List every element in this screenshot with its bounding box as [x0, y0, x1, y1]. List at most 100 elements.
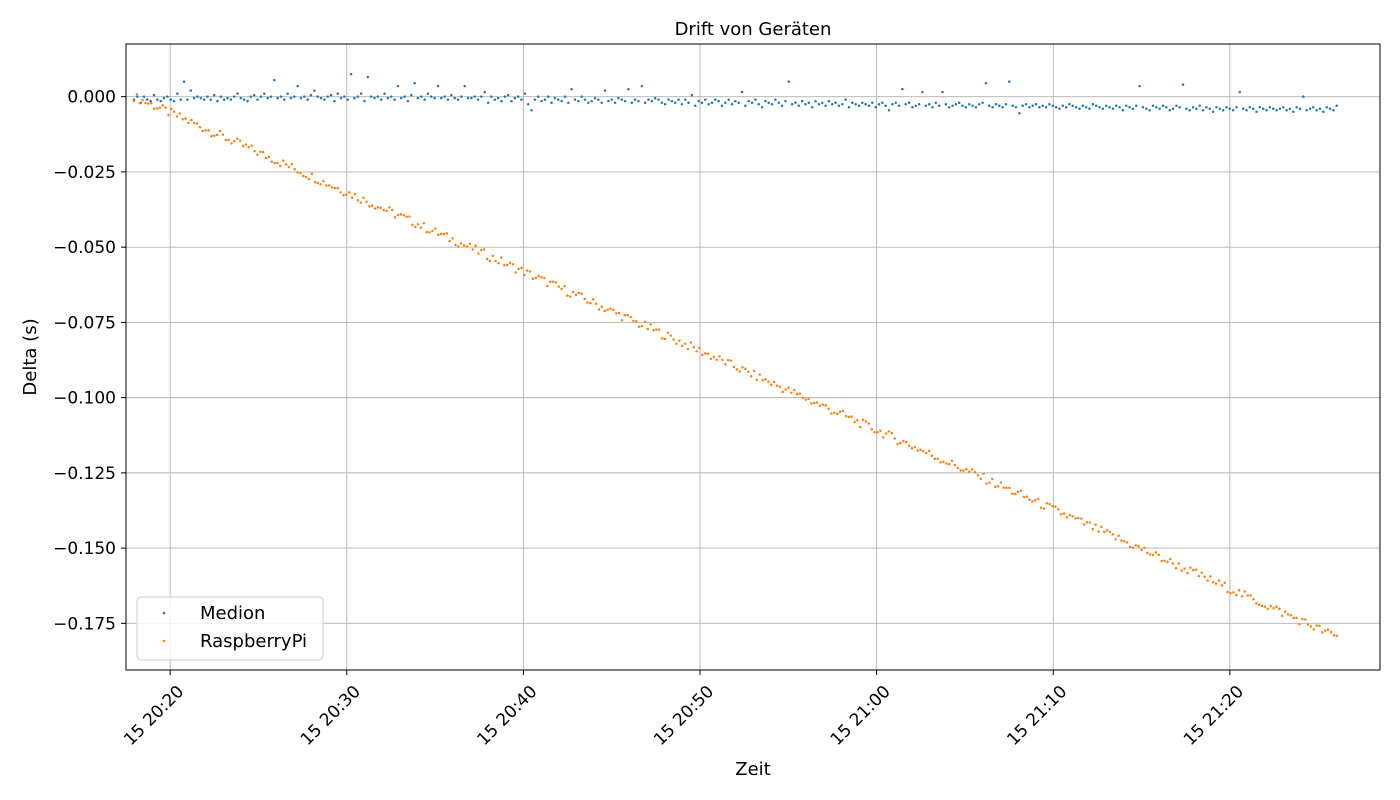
raspberrypi-point: [1022, 495, 1026, 499]
raspberrypi-point: [804, 398, 807, 401]
medion-point: [456, 98, 460, 101]
medion-point: [202, 98, 206, 101]
medion-point: [152, 93, 156, 97]
medion-point: [957, 101, 961, 104]
medion-point: [737, 101, 740, 104]
raspberrypi-point: [1315, 624, 1318, 627]
raspberrypi-point: [1094, 523, 1097, 526]
medion-point: [851, 101, 854, 104]
raspberrypi-point: [583, 297, 586, 301]
medion-point: [506, 93, 510, 97]
medion-point: [460, 95, 463, 98]
raspberrypi-point: [465, 245, 469, 248]
raspberrypi-point: [996, 485, 1000, 488]
raspberrypi-point: [1117, 534, 1120, 538]
medion-point: [673, 101, 677, 104]
medion-point: [1081, 104, 1085, 107]
raspberrypi-point: [1191, 568, 1195, 572]
medion-point: [670, 99, 674, 103]
axes: [125, 43, 1381, 671]
medion-point: [1048, 102, 1051, 106]
medion-point: [1188, 108, 1191, 112]
raspberrypi-point: [841, 409, 845, 413]
raspberrypi-point: [807, 397, 810, 401]
raspberrypi-point: [1008, 486, 1011, 490]
medion-point: [1121, 108, 1125, 112]
medion-point: [727, 98, 730, 101]
raspberrypi-point: [144, 101, 147, 105]
medion-point: [998, 104, 1001, 107]
raspberrypi-point: [715, 358, 718, 361]
medion-point: [617, 96, 620, 100]
raspberrypi-point: [1301, 617, 1304, 621]
medion-point: [1292, 110, 1295, 113]
raspberrypi-point: [551, 280, 555, 284]
raspberrypi-point: [721, 358, 724, 361]
medion-point: [1004, 102, 1008, 106]
medion-point: [166, 95, 169, 98]
raspberrypi-point: [422, 221, 426, 225]
raspberrypi-point: [1128, 545, 1132, 549]
raspberrypi-point: [445, 232, 449, 235]
medion-point: [637, 99, 640, 103]
medion-point: [520, 98, 523, 101]
medion-point: [393, 98, 396, 101]
medion-point: [1201, 108, 1205, 112]
raspberrypi-point: [600, 305, 604, 308]
medion-point: [924, 104, 928, 107]
raspberrypi-point: [261, 150, 265, 154]
raspberrypi-point: [1171, 562, 1175, 565]
medion-point: [420, 95, 423, 98]
medion-point: [1231, 108, 1235, 112]
raspberrypi-point: [876, 430, 879, 434]
medion-point: [740, 90, 744, 94]
raspberrypi-point: [339, 191, 342, 194]
medion-point: [1181, 83, 1185, 86]
raspberrypi-point: [525, 269, 529, 272]
raspberrypi-point: [838, 410, 842, 414]
raspberrypi-point: [213, 134, 216, 138]
medion-point: [299, 96, 303, 100]
medion-point: [273, 78, 276, 82]
medion-point: [683, 98, 687, 101]
raspberrypi-point: [436, 233, 440, 237]
medion-point: [239, 96, 243, 100]
raspberrypi-point: [290, 162, 294, 166]
raspberrypi-point: [577, 291, 581, 295]
raspberrypi-point: [388, 206, 391, 209]
medion-point: [944, 102, 948, 106]
medion-point: [917, 102, 921, 106]
medion-point: [1124, 104, 1128, 107]
raspberrypi-point: [1068, 513, 1072, 517]
raspberrypi-point: [296, 171, 299, 174]
medion-point: [232, 95, 236, 98]
raspberrypi-point: [563, 285, 566, 288]
medion-point: [717, 99, 720, 103]
raspberrypi-point: [658, 328, 661, 331]
raspberrypi-point: [158, 106, 162, 110]
raspberrypi-point: [1278, 607, 1281, 611]
raspberrypi-point: [1223, 581, 1227, 584]
medion-point: [496, 96, 500, 100]
medion-point: [379, 98, 383, 101]
raspberrypi-point: [617, 311, 621, 315]
raspberrypi-point: [267, 155, 271, 159]
raspberrypi-point: [646, 327, 650, 331]
raspberrypi-point: [749, 375, 753, 378]
raspberrypi-point: [1194, 568, 1198, 572]
medion-point: [346, 98, 350, 101]
medion-point: [914, 104, 918, 107]
series-medion-points: [132, 72, 1338, 115]
raspberrypi-point: [795, 392, 799, 396]
raspberrypi-point: [356, 198, 360, 202]
raspberrypi-point: [462, 244, 466, 247]
medion-point: [687, 101, 690, 104]
medion-point: [1208, 107, 1212, 110]
medion-point: [974, 105, 978, 109]
raspberrypi-point: [1160, 559, 1163, 563]
medion-point: [373, 96, 376, 100]
medion-point: [714, 98, 717, 101]
medion-point: [1258, 105, 1262, 109]
plot-frame: [125, 43, 1381, 671]
raspberrypi-point: [1280, 614, 1284, 618]
